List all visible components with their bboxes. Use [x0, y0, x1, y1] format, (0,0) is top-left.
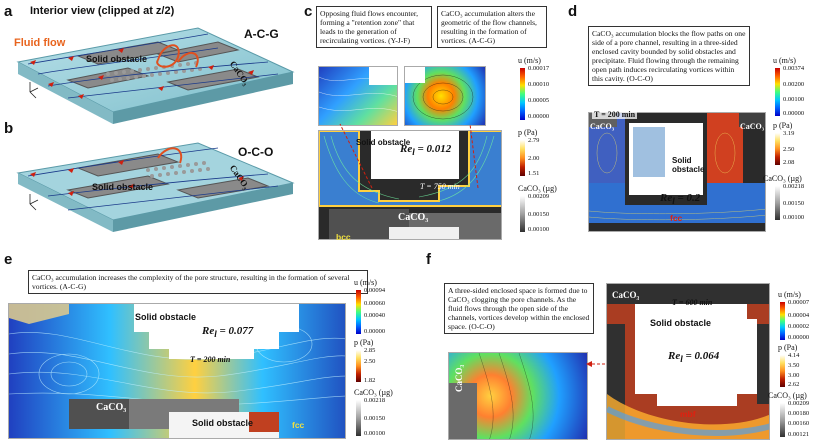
panel-d-caco3-left: CaCO₃	[590, 122, 615, 131]
panel-e-reynolds: Rel = 0.077	[202, 325, 254, 340]
panel-f-label: f	[426, 251, 431, 268]
panel-d-tag: fcc	[670, 213, 683, 223]
fluid-flow-label: Fluid flow	[14, 37, 66, 49]
panel-c-main-simulation	[318, 130, 502, 240]
panel-d-label: d	[568, 3, 578, 20]
panel-c-reynolds: Rel = 0.012	[400, 143, 452, 158]
panel-e-caco3: CaCO₃	[96, 402, 127, 413]
panel-c-caption-right: CaCO₃ accumulation alters the geometric …	[437, 6, 547, 48]
panel-a-obstacle-label: Solid obstacle	[86, 54, 148, 64]
panel-e-simulation	[8, 303, 346, 439]
panel-e-tag: fcc	[292, 420, 305, 430]
panel-c-caco3-label: CaCO₃	[398, 212, 429, 223]
panel-b-tag: O-C-O	[238, 145, 274, 159]
panel-e-label: e	[4, 251, 13, 268]
panel-a-tag: A-C-G	[244, 27, 279, 41]
panel-f-simulation	[606, 283, 770, 440]
panel-e-obstacle-bottom: Solid obstacle	[192, 418, 254, 428]
panel-c-callout-arrows	[339, 123, 479, 189]
panel-e-time: T = 200 min	[190, 355, 231, 364]
panel-f-caco3-top: CaCO₃	[612, 290, 640, 300]
panel-f-zoom	[448, 352, 588, 440]
panel-d-time: T = 200 min	[592, 110, 638, 119]
panel-d-caption: CaCO₃ accumulation blocks the flow paths…	[588, 26, 750, 86]
panel-f-obstacle: Solid obstacle	[650, 318, 712, 328]
panel-d-reynolds: Rel = 0.2	[660, 192, 701, 207]
panel-f-caption: A three-sided enclosed space is formed d…	[444, 283, 594, 334]
panel-d-obstacle-label: Solid obstacle	[672, 156, 705, 174]
panel-c-zoom-right	[404, 66, 486, 126]
panel-c-tag: bcc	[336, 232, 351, 242]
panel-c-obstacle-label: Solid obstacle	[356, 138, 411, 147]
panel-f-time: T = 600 min	[672, 298, 713, 307]
panel-f-reynolds: Rel = 0.064	[668, 350, 720, 365]
panel-c-zoom-left	[318, 66, 398, 126]
panel-f-caco3-side: CaCO₃	[454, 364, 464, 392]
panel-e-obstacle-top: Solid obstacle	[135, 312, 197, 322]
panel-b-label: b	[4, 120, 14, 137]
panel-d-caco3-right: CaCO₃	[740, 122, 765, 131]
panel-a-illustration	[8, 22, 298, 132]
panel-f-tag: mbf	[680, 409, 696, 419]
panel-c-label: c	[304, 3, 313, 20]
panel-a-label: a	[4, 3, 13, 20]
panel-f-callout-arrow	[586, 361, 610, 367]
panel-b-obstacle-label: Solid obstacle	[92, 182, 154, 192]
panel-c-time: T = 750 min	[420, 182, 460, 191]
panel-e-caption: CaCO₃ accumulation increases the complex…	[28, 270, 368, 294]
panel-b-illustration	[8, 138, 298, 238]
panel-c-caption-left: Opposing fluid flows encounter, forming …	[316, 6, 432, 48]
panel-a-title: Interior view (clipped at z/2)	[30, 5, 175, 17]
